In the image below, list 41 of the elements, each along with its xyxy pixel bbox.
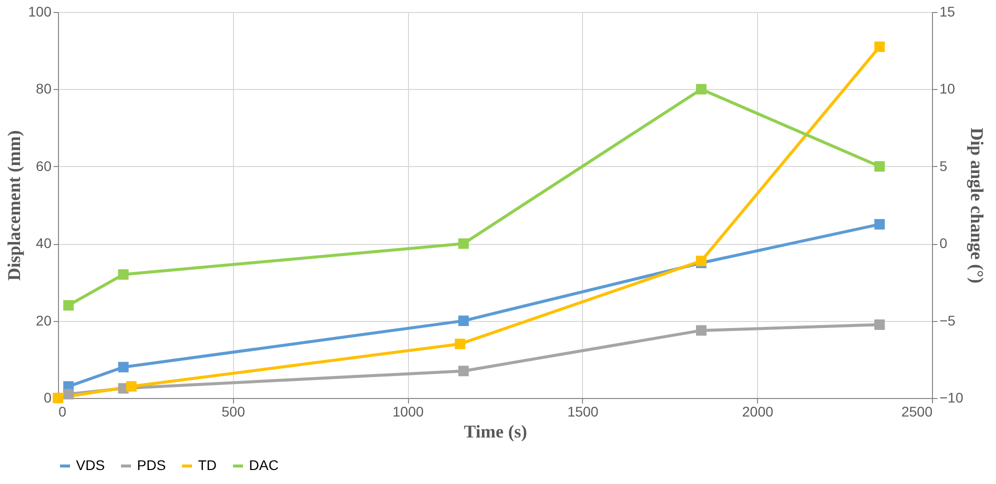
y2-tick-label: 15: [940, 4, 956, 20]
y-axis-title: Displacement (mm): [4, 130, 24, 281]
x-tick-label: 0: [58, 404, 66, 420]
x-axis-title: Time (s): [464, 422, 528, 442]
point: [696, 84, 707, 94]
point: [126, 381, 137, 392]
point: [874, 41, 885, 52]
y-tick-label: 40: [36, 235, 52, 252]
y2-tick-label: 0: [940, 235, 948, 252]
point: [874, 319, 885, 330]
y-tick-label: 80: [36, 80, 52, 97]
y2-tick-label: 5: [940, 158, 948, 174]
y-tick-label: 100: [28, 4, 52, 20]
legend-label: PDS: [137, 457, 166, 473]
x-tick-label: 1000: [392, 404, 424, 420]
x-tick-label: 2500: [901, 404, 933, 420]
point: [63, 300, 74, 311]
x-tick-label: 2000: [742, 404, 774, 420]
y2-tick-label: −10: [940, 390, 964, 406]
point: [696, 325, 707, 336]
point: [118, 362, 129, 372]
y2-tick-label: −5: [940, 312, 956, 328]
point: [63, 388, 74, 400]
point: [458, 366, 469, 376]
point: [458, 316, 469, 326]
y-tick-label: 60: [36, 158, 52, 174]
legend-label: TD: [198, 457, 217, 473]
x-tick-label: 500: [222, 404, 246, 420]
legend-label: DAC: [249, 457, 279, 473]
point: [118, 269, 129, 280]
point: [52, 392, 64, 404]
point: [458, 238, 469, 249]
legend-label: VDS: [76, 457, 105, 473]
y2-axis-title: Dip angle change (°): [967, 128, 988, 284]
y-tick-label: 20: [36, 312, 52, 328]
point: [874, 161, 885, 172]
y-tick-label: 0: [44, 390, 52, 406]
x-tick-label: 1500: [567, 404, 599, 420]
y2-tick-label: 10: [940, 80, 956, 97]
point: [874, 219, 885, 230]
point: [454, 338, 466, 350]
